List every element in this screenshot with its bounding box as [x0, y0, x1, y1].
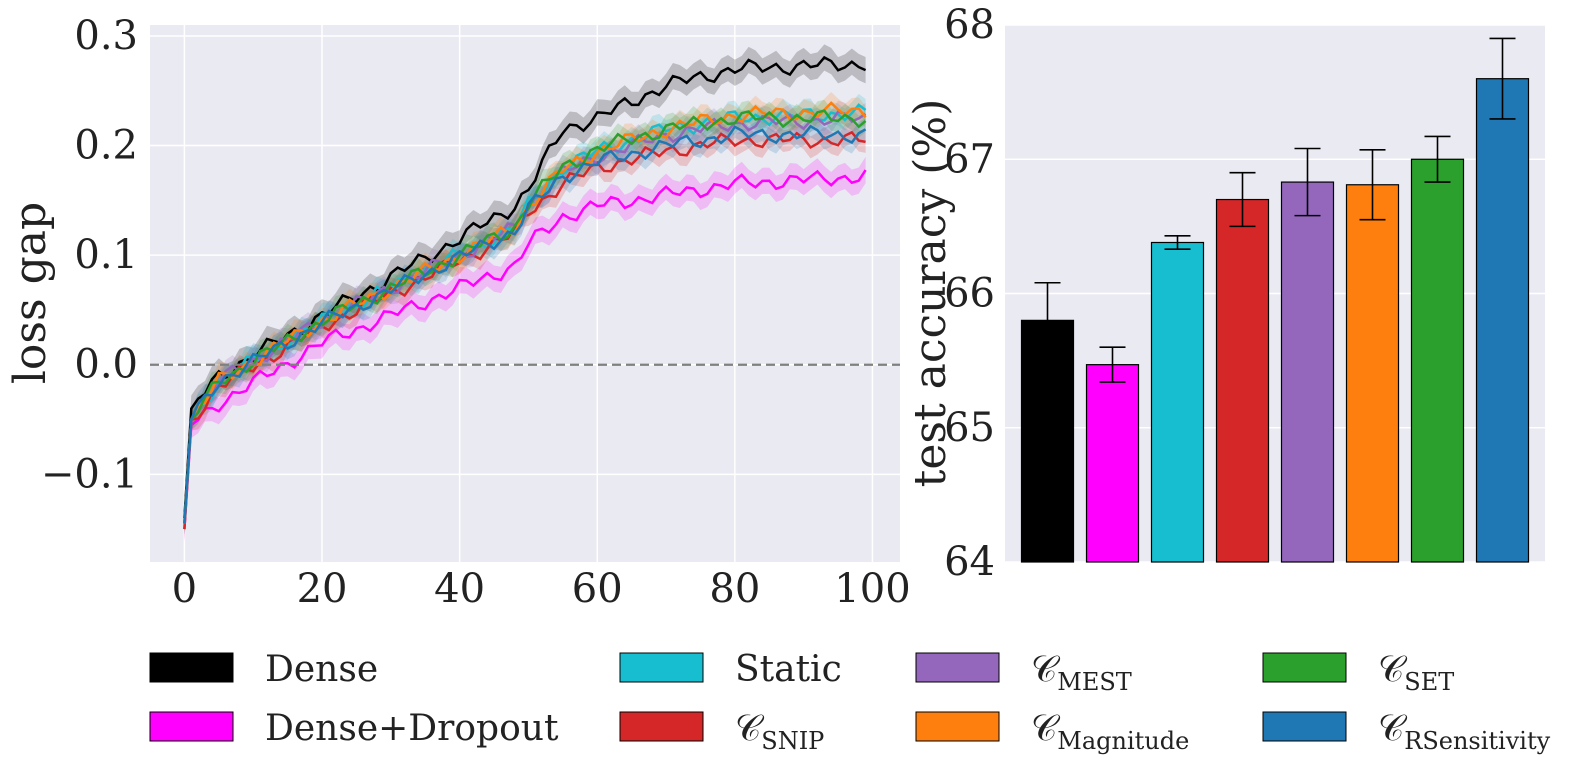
line-y-tick-label: 0.0	[74, 342, 138, 388]
error-bar-dense_dropout	[1099, 346, 1126, 383]
legend: DenseDense+DropoutStatic𝒞SNIP𝒞MEST𝒞Magni…	[149, 649, 1551, 755]
legend-label: Dense+Dropout	[265, 708, 559, 749]
line-x-tick-label: 100	[834, 566, 910, 612]
legend-label: 𝒞Magnitude	[1031, 708, 1189, 755]
legend-swatch	[1262, 711, 1347, 742]
bar-set	[1410, 158, 1465, 563]
bar-y-axis-label: test accuracy (%)	[905, 99, 956, 488]
line-series-group	[183, 55, 867, 530]
bar-static	[1150, 241, 1205, 563]
legend-swatch	[619, 652, 704, 683]
legend-swatch	[915, 652, 1000, 683]
line-y-tick-label: 0.3	[74, 13, 138, 59]
legend-label-main: 𝒞	[1378, 708, 1408, 749]
legend-swatch	[149, 711, 234, 742]
legend-item: Dense	[149, 649, 378, 690]
legend-label-main: 𝒞	[735, 708, 765, 749]
loss-gap-line-chart: 0 20 40 60 80 100 −0.1 0.0 0.1 0.2 0.3 loss gap	[5, 13, 911, 612]
line-grid	[150, 25, 900, 562]
series-line-dense_dropout	[183, 169, 867, 530]
error-bar-static	[1164, 234, 1191, 250]
line-x-tick-label: 20	[297, 566, 348, 612]
legend-label: Static	[735, 649, 842, 690]
legend-item: Static	[619, 649, 842, 690]
series-line-rsensitivity	[183, 124, 867, 524]
line-x-tick-label: 0	[172, 566, 197, 612]
legend-label-sub: Magnitude	[1057, 727, 1189, 755]
line-plot-area	[150, 25, 900, 562]
error-bar-mest	[1294, 147, 1321, 217]
line-y-tick-label: −0.1	[41, 451, 138, 497]
legend-label-main: 𝒞	[1031, 708, 1061, 749]
legend-item: 𝒞RSensitivity	[1262, 708, 1551, 755]
error-bar-rsensitivity	[1489, 37, 1516, 120]
legend-label-main: Static	[735, 649, 842, 690]
legend-item: 𝒞SET	[1262, 649, 1454, 696]
bar-y-tick-label: 66	[944, 271, 995, 317]
line-x-tick-label: 80	[709, 566, 760, 612]
error-bar-set	[1424, 135, 1451, 183]
bars-group	[1020, 37, 1530, 563]
legend-swatch	[619, 711, 704, 742]
legend-item: 𝒞SNIP	[619, 708, 824, 755]
error-bar-magnitude	[1359, 149, 1386, 221]
legend-label-main: Dense	[265, 649, 378, 690]
legend-swatch	[1262, 652, 1347, 683]
legend-label-sub: RSensitivity	[1404, 727, 1550, 755]
legend-swatch	[915, 711, 1000, 742]
legend-label-sub: SET	[1404, 668, 1454, 696]
legend-label: 𝒞MEST	[1031, 649, 1132, 696]
bar-y-tick-label: 67	[944, 136, 995, 182]
bar-magnitude	[1345, 184, 1400, 563]
series-band-dense_dropout	[184, 156, 866, 543]
legend-label-sub: SNIP	[761, 727, 824, 755]
error-bar-snip	[1229, 171, 1256, 228]
bar-dense_dropout	[1085, 364, 1140, 563]
bar-snip	[1215, 198, 1270, 563]
legend-item: 𝒞Magnitude	[915, 708, 1189, 755]
legend-item: 𝒞MEST	[915, 649, 1132, 696]
line-y-tick-labels: −0.1 0.0 0.1 0.2 0.3	[41, 13, 138, 497]
line-y-tick-label: 0.1	[74, 232, 138, 278]
line-x-tick-labels: 0 20 40 60 80 100	[172, 566, 911, 612]
legend-label-main: Dense+Dropout	[265, 708, 559, 749]
bar-y-tick-label: 64	[944, 539, 995, 585]
line-y-axis-label: loss gap	[5, 202, 56, 384]
legend-item: Dense+Dropout	[149, 708, 559, 749]
legend-label: 𝒞SNIP	[735, 708, 824, 755]
line-y-tick-label: 0.2	[74, 123, 138, 169]
bar-mest	[1280, 181, 1335, 563]
bar-dense	[1020, 319, 1075, 563]
test-accuracy-bar-chart: 64 65 66 67 68 test accuracy (%)	[905, 2, 1545, 585]
error-bar-dense	[1034, 281, 1061, 359]
bar-y-tick-labels: 64 65 66 67 68	[944, 2, 995, 585]
bar-rsensitivity	[1475, 78, 1530, 563]
legend-label: 𝒞SET	[1378, 649, 1454, 696]
legend-swatch	[149, 652, 234, 683]
bar-y-tick-label: 65	[944, 405, 995, 451]
bar-y-tick-label: 68	[944, 2, 995, 48]
legend-label: 𝒞RSensitivity	[1378, 708, 1551, 755]
line-x-tick-label: 60	[572, 566, 623, 612]
line-x-tick-label: 40	[434, 566, 485, 612]
legend-label-sub: MEST	[1057, 668, 1132, 696]
legend-label-main: 𝒞	[1378, 649, 1408, 690]
legend-label: Dense	[265, 649, 378, 690]
legend-label-main: 𝒞	[1031, 649, 1061, 690]
